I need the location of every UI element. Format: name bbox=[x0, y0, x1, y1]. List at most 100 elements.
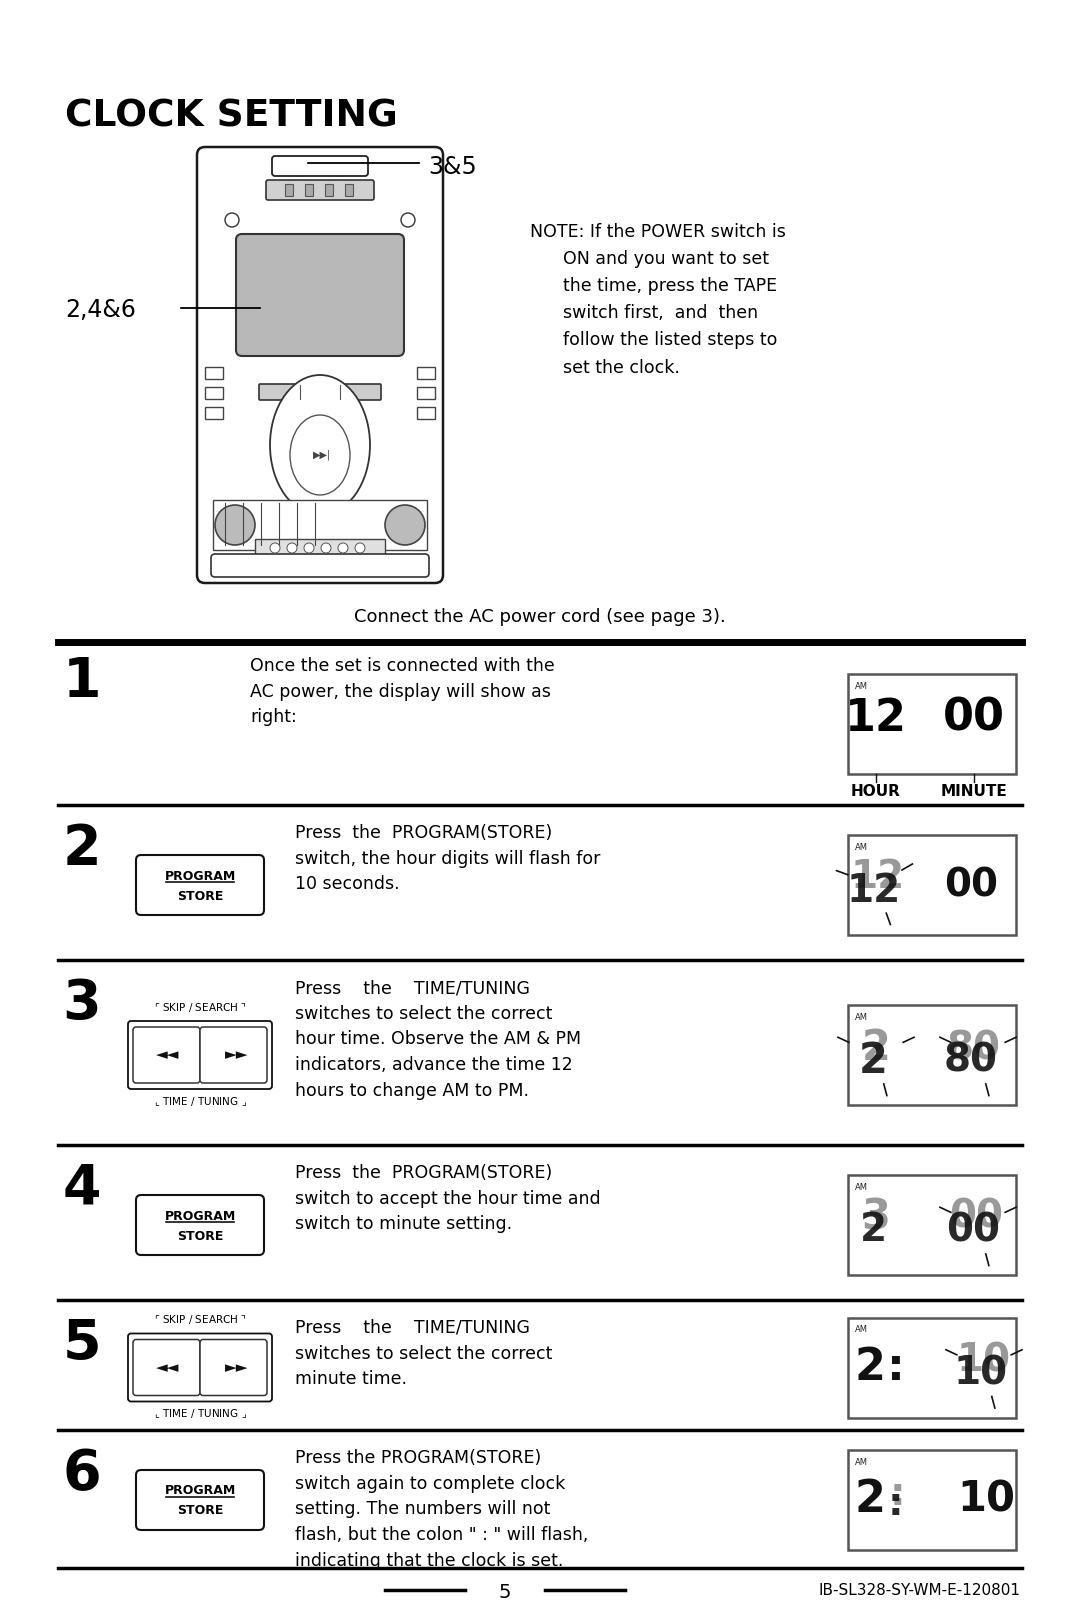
Text: AM: AM bbox=[855, 1013, 868, 1023]
Text: 1: 1 bbox=[63, 655, 102, 709]
FancyBboxPatch shape bbox=[136, 1471, 264, 1531]
Text: PROGRAM: PROGRAM bbox=[164, 869, 235, 882]
Text: 10: 10 bbox=[957, 1341, 1011, 1380]
Text: ◄◄: ◄◄ bbox=[156, 1361, 179, 1375]
FancyBboxPatch shape bbox=[848, 675, 1016, 773]
Text: 6: 6 bbox=[63, 1446, 102, 1502]
Circle shape bbox=[338, 544, 348, 553]
Text: 10: 10 bbox=[954, 1354, 1008, 1393]
Text: 4: 4 bbox=[63, 1162, 102, 1217]
Circle shape bbox=[287, 544, 297, 553]
Bar bbox=[205, 367, 222, 379]
Text: Press the PROGRAM(STORE)
switch again to complete clock
setting. The numbers wil: Press the PROGRAM(STORE) switch again to… bbox=[295, 1450, 589, 1569]
Text: Press    the    TIME/TUNING
switches to select the correct
minute time.: Press the TIME/TUNING switches to select… bbox=[295, 1319, 552, 1388]
Text: AM: AM bbox=[855, 1325, 868, 1335]
Text: :: : bbox=[887, 1346, 905, 1388]
Circle shape bbox=[215, 505, 255, 545]
Bar bbox=[213, 500, 427, 550]
Text: NOTE: If the POWER switch is
      ON and you want to set
      the time, press : NOTE: If the POWER switch is ON and you … bbox=[530, 223, 786, 377]
Text: Connect the AC power cord (see page 3).: Connect the AC power cord (see page 3). bbox=[354, 608, 726, 626]
FancyBboxPatch shape bbox=[272, 155, 368, 176]
Text: 80: 80 bbox=[947, 1029, 1001, 1066]
Bar bbox=[285, 184, 293, 196]
Text: $\ulcorner$ SKIP / SEARCH $\urcorner$: $\ulcorner$ SKIP / SEARCH $\urcorner$ bbox=[153, 1314, 246, 1327]
Text: 10: 10 bbox=[957, 1479, 1015, 1521]
Bar bbox=[325, 184, 333, 196]
Bar bbox=[205, 387, 222, 400]
Text: 5: 5 bbox=[63, 1317, 102, 1370]
Text: 5: 5 bbox=[499, 1582, 511, 1602]
FancyBboxPatch shape bbox=[211, 553, 429, 578]
FancyBboxPatch shape bbox=[266, 180, 374, 201]
FancyBboxPatch shape bbox=[848, 1175, 1016, 1275]
Text: 00: 00 bbox=[944, 866, 998, 904]
FancyBboxPatch shape bbox=[237, 235, 404, 356]
Bar bbox=[417, 387, 435, 400]
FancyBboxPatch shape bbox=[200, 1027, 267, 1082]
FancyBboxPatch shape bbox=[129, 1333, 272, 1401]
Text: 80: 80 bbox=[944, 1042, 998, 1079]
Text: Press  the  PROGRAM(STORE)
switch to accept the hour time and
switch to minute s: Press the PROGRAM(STORE) switch to accep… bbox=[295, 1163, 600, 1233]
Text: 00: 00 bbox=[949, 1197, 1003, 1236]
Text: 2: 2 bbox=[854, 1346, 886, 1388]
Text: 00: 00 bbox=[946, 1210, 1000, 1249]
FancyBboxPatch shape bbox=[129, 1021, 272, 1089]
Text: IB-SL328-SY-WM-E-120801: IB-SL328-SY-WM-E-120801 bbox=[818, 1582, 1020, 1599]
Text: 00: 00 bbox=[943, 696, 1005, 739]
Bar bbox=[205, 408, 222, 419]
Circle shape bbox=[355, 544, 365, 553]
Text: STORE: STORE bbox=[177, 890, 224, 903]
Ellipse shape bbox=[291, 414, 350, 495]
Text: 12: 12 bbox=[845, 696, 907, 739]
Text: 2: 2 bbox=[859, 1040, 888, 1082]
Text: MINUTE: MINUTE bbox=[941, 785, 1008, 799]
FancyBboxPatch shape bbox=[848, 1317, 1016, 1417]
Text: 2: 2 bbox=[860, 1210, 887, 1249]
Circle shape bbox=[401, 214, 415, 227]
Text: 2: 2 bbox=[862, 1027, 890, 1069]
Text: 2: 2 bbox=[854, 1479, 886, 1521]
FancyBboxPatch shape bbox=[133, 1340, 200, 1395]
FancyBboxPatch shape bbox=[200, 1340, 267, 1395]
Text: STORE: STORE bbox=[177, 1230, 224, 1243]
FancyBboxPatch shape bbox=[136, 1196, 264, 1256]
Bar bbox=[417, 408, 435, 419]
FancyBboxPatch shape bbox=[848, 1450, 1016, 1550]
Text: 3: 3 bbox=[63, 977, 102, 1031]
FancyBboxPatch shape bbox=[848, 1005, 1016, 1105]
Text: STORE: STORE bbox=[177, 1505, 224, 1518]
Circle shape bbox=[270, 544, 280, 553]
Text: ►►: ►► bbox=[225, 1047, 248, 1063]
Text: 3: 3 bbox=[862, 1196, 891, 1238]
Circle shape bbox=[225, 214, 239, 227]
Text: CLOCK SETTING: CLOCK SETTING bbox=[65, 99, 397, 134]
FancyBboxPatch shape bbox=[197, 147, 443, 582]
Text: :: : bbox=[887, 1485, 903, 1523]
Text: ◄◄: ◄◄ bbox=[156, 1047, 179, 1063]
Text: AM: AM bbox=[855, 843, 868, 853]
Text: PROGRAM: PROGRAM bbox=[164, 1210, 235, 1223]
FancyBboxPatch shape bbox=[848, 835, 1016, 935]
Text: 12: 12 bbox=[851, 858, 905, 896]
Bar bbox=[255, 539, 384, 557]
Text: 2: 2 bbox=[63, 822, 102, 875]
Circle shape bbox=[303, 544, 314, 553]
Text: $\llcorner$ TIME / TUNING $\lrcorner$: $\llcorner$ TIME / TUNING $\lrcorner$ bbox=[153, 1408, 246, 1421]
Text: Press  the  PROGRAM(STORE)
switch, the hour digits will flash for
10 seconds.: Press the PROGRAM(STORE) switch, the hou… bbox=[295, 824, 600, 893]
FancyBboxPatch shape bbox=[136, 854, 264, 916]
Bar bbox=[345, 184, 353, 196]
Text: Press    the    TIME/TUNING
switches to select the correct
hour time. Observe th: Press the TIME/TUNING switches to select… bbox=[295, 979, 581, 1100]
Text: 12: 12 bbox=[847, 872, 901, 909]
Bar bbox=[417, 367, 435, 379]
FancyBboxPatch shape bbox=[133, 1027, 200, 1082]
Text: AM: AM bbox=[855, 1183, 868, 1192]
Circle shape bbox=[321, 544, 330, 553]
Text: Once the set is connected with the
AC power, the display will show as
right:: Once the set is connected with the AC po… bbox=[249, 657, 555, 726]
Text: HOUR: HOUR bbox=[851, 785, 901, 799]
Text: AM: AM bbox=[855, 1458, 868, 1468]
Text: ▶▶|: ▶▶| bbox=[313, 450, 332, 460]
FancyBboxPatch shape bbox=[259, 383, 381, 400]
Text: 2,4&6: 2,4&6 bbox=[65, 298, 136, 322]
Text: :: : bbox=[889, 1476, 905, 1513]
Bar bbox=[305, 184, 313, 196]
